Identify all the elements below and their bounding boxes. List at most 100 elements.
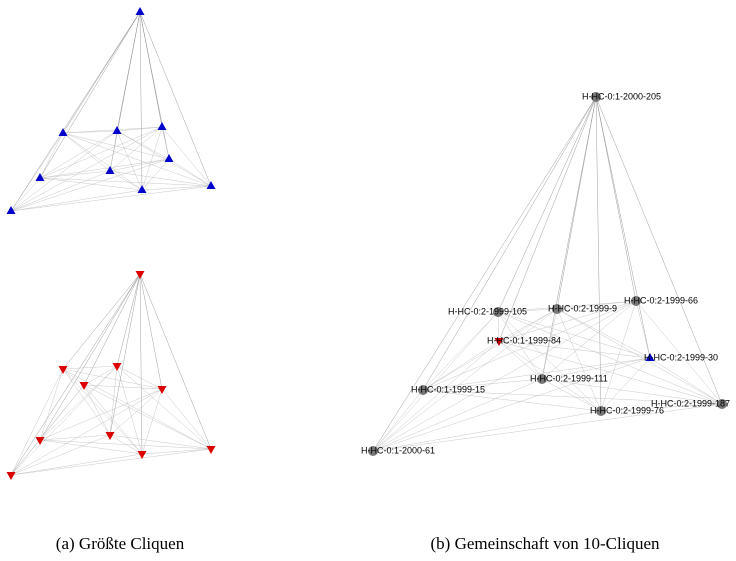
edge [497, 311, 723, 405]
edge [62, 368, 111, 436]
edge [139, 273, 163, 390]
edge [39, 170, 111, 179]
edge [39, 158, 170, 179]
node [418, 385, 428, 395]
edge [10, 158, 170, 212]
node [552, 304, 562, 314]
edge [109, 130, 118, 172]
node [105, 432, 115, 440]
edge [83, 273, 141, 386]
edge [422, 300, 637, 391]
edge [497, 300, 637, 313]
edge [10, 126, 163, 212]
edge [10, 368, 64, 476]
edge [39, 132, 64, 179]
edge [109, 388, 163, 436]
node-label: H-HC-0:1-2000-205 [582, 91, 661, 101]
edge [10, 434, 111, 476]
edge [39, 130, 118, 179]
edge [422, 96, 597, 391]
nodes: H-HC-0:1-2000-205 H-HC-0:2-1999-105 H-HC-0… [6, 7, 730, 480]
node [105, 166, 115, 174]
node [368, 446, 378, 456]
node [137, 185, 147, 193]
edge [498, 340, 602, 412]
node-label: H-HC-0:2-1999-76 [590, 405, 664, 415]
edge [497, 311, 543, 380]
edge [62, 132, 111, 172]
edge [62, 126, 163, 134]
edge [109, 273, 141, 436]
edge [372, 378, 543, 452]
node-label: H-HC-0:1-1999-84 [487, 335, 561, 345]
edge [498, 340, 723, 405]
edge [600, 403, 723, 412]
edge [161, 126, 170, 160]
edge [372, 311, 499, 452]
edge [556, 96, 597, 310]
edge [372, 308, 558, 452]
edge [498, 308, 558, 342]
edge [635, 300, 723, 405]
node-label: H-HC-0:1-1999-15 [411, 384, 485, 394]
edge [161, 388, 212, 450]
edge [39, 439, 143, 455]
edge [10, 11, 141, 212]
edge [422, 340, 500, 391]
node [596, 406, 606, 416]
edge [649, 357, 723, 405]
edge [372, 300, 637, 452]
edge [422, 378, 543, 391]
edges [10, 11, 723, 476]
edge [541, 378, 602, 412]
edge [116, 130, 212, 187]
edge [541, 308, 558, 380]
edge [556, 308, 651, 359]
edge [10, 448, 212, 476]
edge [422, 308, 558, 391]
edge [541, 300, 637, 380]
edge [10, 439, 41, 476]
node [494, 338, 504, 346]
edge [116, 273, 141, 367]
edge [168, 158, 212, 187]
node [157, 122, 167, 130]
node [157, 386, 167, 394]
node-label: H-HC-0:2-1999-111 [530, 373, 608, 383]
edge [10, 170, 111, 212]
edge [109, 365, 118, 436]
node [135, 7, 145, 15]
edge [141, 126, 163, 191]
edge [422, 357, 651, 391]
edge [141, 448, 212, 455]
node [135, 271, 145, 279]
edge [498, 300, 637, 342]
node [537, 374, 547, 384]
edge [10, 365, 118, 476]
edge [10, 453, 143, 476]
edge [10, 388, 163, 476]
edge [109, 434, 143, 455]
node [645, 353, 655, 361]
edge [498, 96, 597, 342]
edge [116, 365, 212, 450]
edge [39, 177, 212, 187]
edge [556, 308, 602, 412]
edge [541, 378, 723, 405]
edge [116, 365, 143, 455]
edge [10, 132, 64, 212]
edge [372, 410, 602, 452]
caption: (b) Gemeinschaft von 10-Cliquen [431, 534, 660, 553]
edge [635, 300, 651, 359]
edge [116, 130, 143, 191]
edge [600, 300, 637, 412]
node [112, 363, 122, 371]
edge [595, 96, 651, 359]
edge [595, 96, 723, 405]
edge [109, 11, 141, 172]
node-label: H-HC-0:2-1999-66 [624, 295, 698, 305]
node [58, 128, 68, 136]
edge [10, 130, 118, 212]
edge [372, 403, 723, 452]
